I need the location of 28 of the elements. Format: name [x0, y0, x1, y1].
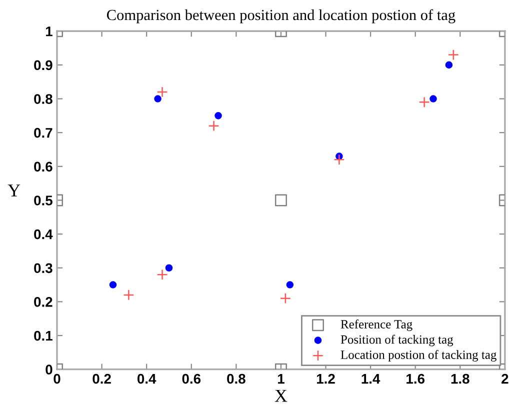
legend-label: Reference Tag: [340, 320, 412, 332]
y-tick-label: 0.1: [34, 330, 52, 341]
x-tick-label: 1.4: [362, 374, 380, 384]
x-tick-label: 0.8: [227, 374, 246, 384]
x-tick-label: 0: [54, 374, 60, 384]
y-tick-label: 0.3: [34, 263, 52, 274]
y-tick-label: 0.8: [34, 94, 52, 104]
x-tick-label: 2: [502, 374, 508, 384]
x-tick-label: 0.6: [182, 374, 201, 384]
x-tick-label: 1: [278, 374, 284, 384]
y-tick-label: 0: [46, 364, 52, 375]
y-tick-label: 1: [46, 26, 52, 36]
y-tick-label: 0.5: [34, 196, 52, 206]
legend-label: Location postion of tacking tag: [340, 350, 496, 362]
x-axis-title: X: [274, 390, 288, 402]
x-tick-label: 1.6: [406, 374, 424, 384]
y-tick-label: 0.4: [34, 229, 53, 240]
y-tick-label: 0.7: [34, 128, 52, 138]
y-axis-title: Y: [8, 184, 20, 196]
chart-title: Comparison between position and location postion of tag: [106, 9, 456, 24]
x-tick-label: 1.8: [451, 374, 470, 384]
legend-label: Position of tacking tag: [340, 334, 454, 346]
x-tick-label: 0.2: [92, 374, 111, 384]
y-tick-label: 0.6: [34, 162, 52, 172]
y-tick-label: 0.2: [34, 297, 52, 307]
x-tick-label: 1.2: [316, 374, 335, 384]
x-tick-label: 0.4: [137, 374, 156, 384]
y-tick-label: 0.9: [34, 60, 52, 70]
